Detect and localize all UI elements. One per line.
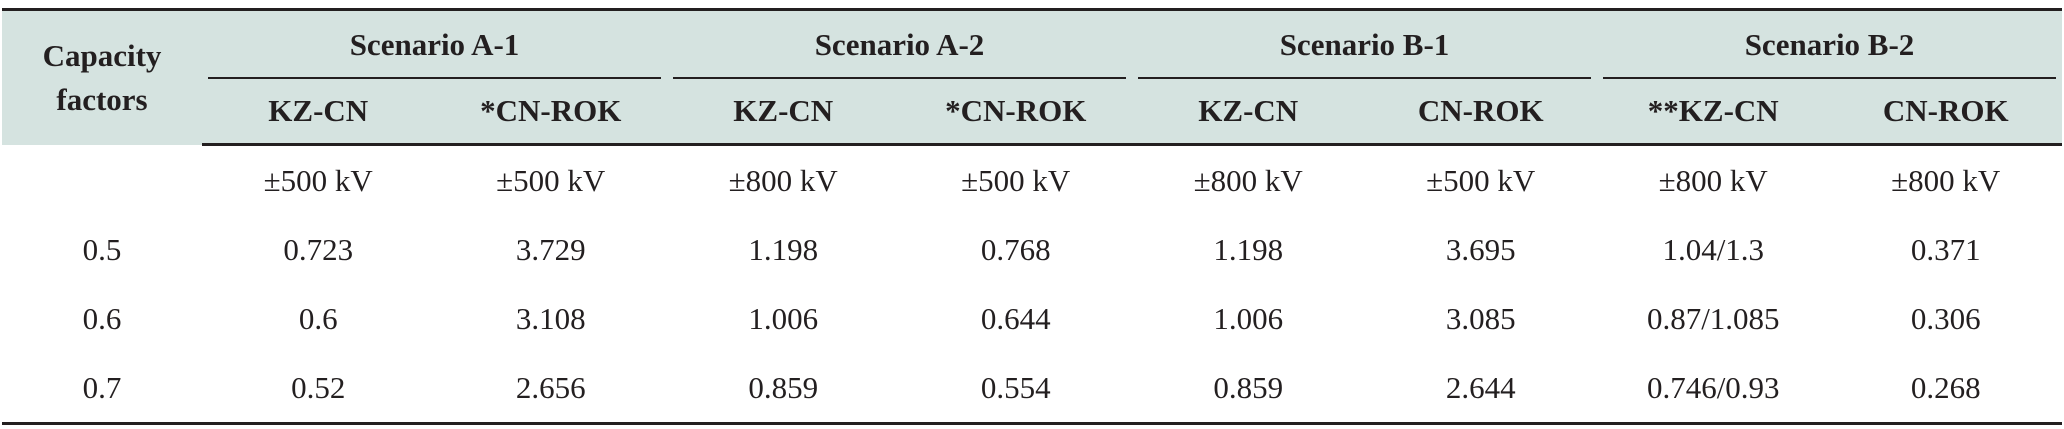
capacity-header-line-2: factors [56, 81, 148, 117]
table-row-voltage: ±500 kV ±500 kV ±800 kV ±500 kV ±800 kV … [2, 145, 2062, 216]
sub-header-a2-kz-cn: KZ-CN [667, 79, 900, 146]
sub-header-a1-kz-cn: KZ-CN [202, 79, 435, 146]
row-factor-cell: 0.5 [82, 231, 122, 267]
header-row-routes: KZ-CN *CN-ROK KZ-CN *CN-ROK KZ-CN CN-ROK… [2, 79, 2062, 146]
sub-header-b1-cn-rok: CN-ROK [1364, 79, 1597, 146]
table-cell: 0.859 [1132, 353, 1365, 425]
table-cell: 0.723 [283, 231, 354, 267]
table-cell: 0.306 [1910, 300, 1981, 336]
table-row-factor-0-6: 0.6 0.6 3.108 1.006 0.644 1.006 3.085 0.… [2, 284, 2062, 353]
table-cell: ±800 kV [1658, 162, 1768, 198]
table-row-factor-0-5: 0.5 0.723 3.729 1.198 0.768 1.198 3.695 … [2, 215, 2062, 284]
table-cell: 1.006 [1213, 300, 1284, 336]
capacity-factors-header: Capacity factors [2, 8, 202, 145]
table-cell: 2.644 [1364, 353, 1597, 425]
table-cell: 1.198 [748, 231, 819, 267]
table-cell: 0.87/1.085 [1646, 300, 1780, 336]
row-factor-cell: 0.7 [2, 353, 202, 425]
table-cell: 0.768 [980, 231, 1051, 267]
table-cell: ±500 kV [496, 162, 606, 198]
table-row-factor-0-7: 0.7 0.52 2.656 0.859 0.554 0.859 2.644 0… [2, 353, 2062, 425]
group-header-scenario-b2: Scenario B-2 [1597, 8, 2062, 80]
row-factor-cell: 0.6 [82, 300, 122, 336]
table-cell: 1.04/1.3 [1662, 231, 1765, 267]
table-header: Capacity factors Scenario A-1 Scenario A-… [2, 8, 2062, 146]
table-cell: ±500 kV [961, 162, 1071, 198]
table-cell: 3.729 [515, 231, 586, 267]
table-cell: 3.108 [515, 300, 586, 336]
table-cell: 1.198 [1213, 231, 1284, 267]
table-body: ±500 kV ±500 kV ±800 kV ±500 kV ±800 kV … [2, 145, 2062, 425]
capacity-factor-table: Capacity factors Scenario A-1 Scenario A-… [2, 8, 2062, 425]
table-cell: 0.554 [899, 353, 1132, 425]
table-cell: 0.859 [667, 353, 900, 425]
sub-header-b1-kz-cn: KZ-CN [1132, 79, 1365, 146]
group-header-scenario-a2: Scenario A-2 [667, 8, 1132, 80]
sub-header-b2-cn-rok: CN-ROK [1829, 79, 2062, 146]
table-cell: 2.656 [434, 353, 667, 425]
table-cell: 0.371 [1910, 231, 1981, 267]
table-cell: 0.268 [1829, 353, 2062, 425]
table-cell: 0.6 [298, 300, 338, 336]
sub-header-a2-cn-rok: *CN-ROK [899, 79, 1132, 146]
table-cell: ±800 kV [1193, 162, 1303, 198]
sub-header-a1-cn-rok: *CN-ROK [434, 79, 667, 146]
row-factor-cell [2, 145, 202, 216]
table-cell: 0.746/0.93 [1597, 353, 1830, 425]
table-cell: ±800 kV [1891, 162, 2001, 198]
group-header-scenario-a1: Scenario A-1 [202, 8, 667, 80]
table-cell: 3.085 [1445, 300, 1516, 336]
table-cell: 1.006 [748, 300, 819, 336]
table-cell: 3.695 [1445, 231, 1516, 267]
table-cell: ±500 kV [1426, 162, 1536, 198]
table-cell: ±800 kV [728, 162, 838, 198]
table-cell: ±500 kV [263, 162, 373, 198]
header-row-groups: Capacity factors Scenario A-1 Scenario A-… [2, 8, 2062, 145]
sub-header-b2-kz-cn: **KZ-CN [1597, 79, 1830, 146]
group-header-scenario-b1: Scenario B-1 [1132, 8, 1597, 80]
table-cell: 0.52 [202, 353, 435, 425]
table-cell: 0.644 [980, 300, 1051, 336]
capacity-header-line-1: Capacity [42, 37, 162, 73]
